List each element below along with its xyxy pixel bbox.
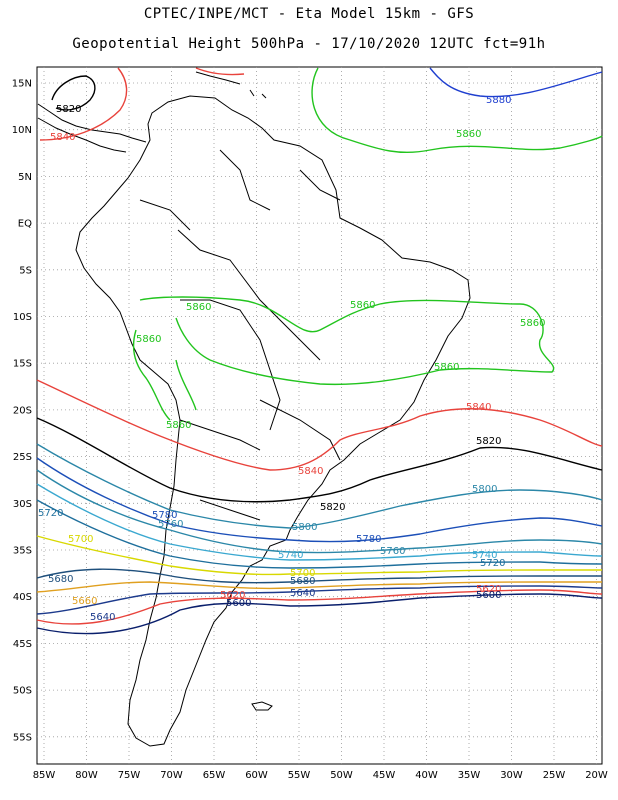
lon-tick-label: 40W: [415, 770, 438, 781]
lon-tick-label: 20W: [585, 770, 608, 781]
contour-label: 5840: [298, 466, 323, 477]
lon-tick-label: 60W: [245, 770, 268, 781]
contour-label: 5800: [292, 522, 317, 533]
lat-tick-label: 10N: [12, 125, 32, 136]
lat-tick-label: 10S: [13, 312, 32, 323]
contour-label: 5700: [68, 534, 93, 545]
lon-tick-label: 50W: [330, 770, 353, 781]
lat-tick-label: 5S: [19, 265, 32, 276]
lon-tick-label: 25W: [543, 770, 566, 781]
contour-5740: [36, 483, 603, 561]
contour-label: 5780: [356, 534, 381, 545]
gridlines: [37, 67, 602, 764]
contour-label: 5860: [186, 302, 211, 313]
contour-label: 5840: [466, 402, 491, 413]
contour-label: 5760: [380, 546, 405, 557]
contour-label: 5860: [136, 334, 161, 345]
lon-tick-label: 70W: [160, 770, 183, 781]
contour-label: 5780: [152, 510, 177, 521]
contour-5860-west: [132, 329, 197, 421]
central-america-coast: [37, 103, 147, 153]
lat-tick-label: 5N: [18, 172, 32, 183]
contour-label: 5860: [166, 420, 191, 431]
chart-subtitle: Geopotential Height 500hPa - 17/10/2020 …: [72, 36, 546, 52]
south-america-coast: [75, 95, 471, 747]
contour-label: 5680: [48, 574, 73, 585]
contour-5840-north: [39, 67, 245, 141]
lat-tick-label: 15S: [13, 359, 32, 370]
contour-label: 5640: [290, 588, 315, 599]
contour-5860-central: [139, 296, 555, 386]
contour-label: 5620: [476, 584, 501, 595]
lon-tick-label: 80W: [75, 770, 98, 781]
contour-label: 5740: [278, 550, 303, 561]
lon-tick-label: 75W: [118, 770, 141, 781]
contours: [36, 67, 603, 635]
contour-5840-south: [36, 379, 603, 471]
lon-tick-label: 85W: [33, 770, 56, 781]
lat-tick-label: 35S: [13, 546, 32, 557]
contour-label: 5660: [72, 596, 97, 607]
contour-label: 5680: [290, 576, 315, 587]
contour-5660: [36, 581, 602, 593]
contour-5820-south: [36, 417, 603, 503]
chart-title: CPTEC/INPE/MCT - Eta Model 15km - GFS: [143, 6, 475, 22]
lat-tick-label: 50S: [13, 686, 32, 697]
lat-tick-label: 30S: [13, 499, 32, 510]
lat-tick-label: 45S: [13, 639, 32, 650]
lon-tick-label: 30W: [500, 770, 523, 781]
contour-label: 5860: [520, 318, 545, 329]
lat-tick-label: 25S: [13, 452, 32, 463]
lat-tick-label: 55S: [13, 732, 32, 743]
contour-5800: [36, 443, 603, 529]
contour-5620: [36, 589, 603, 625]
contour-label: 5600: [226, 598, 251, 609]
lon-tick-label: 65W: [203, 770, 226, 781]
contour-5640: [36, 585, 603, 615]
lat-tick-label: 15N: [12, 79, 32, 90]
country-borders: [139, 149, 341, 521]
longitude-labels: 85W 80W 75W 70W 65W 60W 55W 50W 45W 40W 35W 30W 25W 2…: [33, 770, 608, 781]
contour-label: 5700: [290, 568, 315, 579]
contour-label: 5880: [486, 95, 511, 106]
contour-label: 5740: [472, 550, 497, 561]
falkland-islands: [251, 701, 273, 711]
contour-5760: [36, 469, 603, 554]
contour-label: 5860: [434, 362, 459, 373]
contour-label: 5640: [90, 612, 115, 623]
lon-tick-label: 35W: [458, 770, 481, 781]
contour-5820-north: [51, 75, 96, 111]
lat-tick-label: 20S: [13, 405, 32, 416]
caribbean-islands: [195, 71, 267, 99]
contour-label: 5860: [350, 300, 375, 311]
lon-tick-label: 55W: [288, 770, 311, 781]
contour-label: 5720: [38, 508, 63, 519]
contour-5720: [36, 499, 603, 569]
contour-5680: [36, 568, 602, 584]
map-frame: [36, 66, 603, 765]
contour-5600: [36, 593, 603, 635]
contour-label: 5760: [158, 519, 183, 530]
contour-label: 5720: [480, 558, 505, 569]
latitude-labels: 15N 10N 5N EQ 5S 10S 15S 20S 25S 30S 35S 40S 45S 50S 5…: [12, 79, 32, 744]
contour-label: 5800: [472, 484, 497, 495]
contour-5780: [36, 457, 603, 543]
contour-label: 5600: [476, 590, 501, 601]
contour-label: 5820: [476, 436, 501, 447]
contour-5700: [36, 535, 602, 576]
lat-tick-label: EQ: [18, 219, 32, 230]
contour-label: 5820: [320, 502, 345, 513]
lon-tick-label: 45W: [373, 770, 396, 781]
contour-5880: [429, 67, 603, 98]
coastlines: [37, 71, 471, 747]
contour-5860-north: [311, 67, 603, 154]
contour-labels: 5880 5860 5860 5860 5860 5860 5860 5860 …: [38, 95, 545, 623]
contour-label: 5620: [220, 590, 245, 601]
contour-label: 5820: [56, 104, 81, 115]
lat-tick-label: 40S: [13, 592, 32, 603]
contour-label: 5860: [456, 129, 481, 140]
contour-label: 5840: [50, 132, 75, 143]
